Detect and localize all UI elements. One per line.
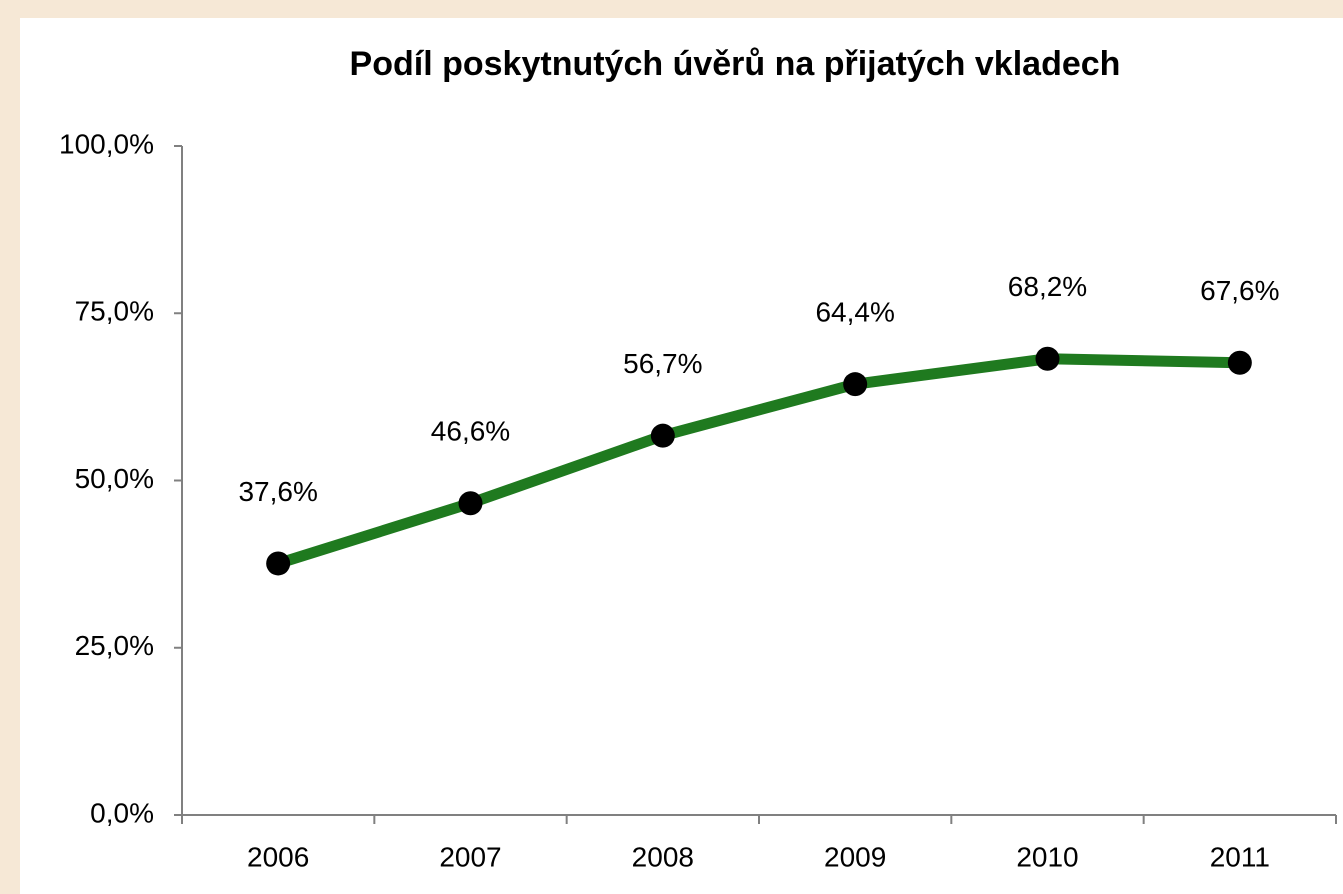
marker: [266, 551, 291, 576]
y-tick-label: 50,0%: [75, 463, 154, 494]
x-tick-label: 2007: [439, 841, 501, 872]
x-tick-label: 2009: [824, 841, 886, 872]
y-tick-label: 0,0%: [90, 797, 154, 828]
data-label: 64,4%: [815, 297, 894, 328]
data-label: 67,6%: [1200, 275, 1279, 306]
y-tick-label: 100,0%: [59, 128, 154, 159]
x-tick-label: 2008: [632, 841, 694, 872]
y-tick-label: 75,0%: [75, 296, 154, 327]
chart-title: Podíl poskytnutých úvěrů na přijatých vk…: [350, 45, 1121, 83]
line: [272, 353, 1246, 569]
x-tick-label: 2010: [1016, 841, 1078, 872]
data-label: 56,7%: [623, 348, 702, 379]
x-tick-label: 2006: [247, 841, 309, 872]
marker: [843, 372, 868, 397]
data-label: 68,2%: [1008, 271, 1087, 302]
chart-area: [20, 18, 1343, 894]
x-tick-label: 2011: [1210, 841, 1270, 872]
data-label: 46,6%: [431, 416, 510, 447]
data-label: 37,6%: [238, 476, 317, 507]
marker: [1035, 346, 1060, 371]
y-tick-label: 25,0%: [75, 630, 154, 661]
marker: [458, 491, 483, 516]
marker: [650, 423, 675, 448]
marker: [1227, 350, 1252, 375]
